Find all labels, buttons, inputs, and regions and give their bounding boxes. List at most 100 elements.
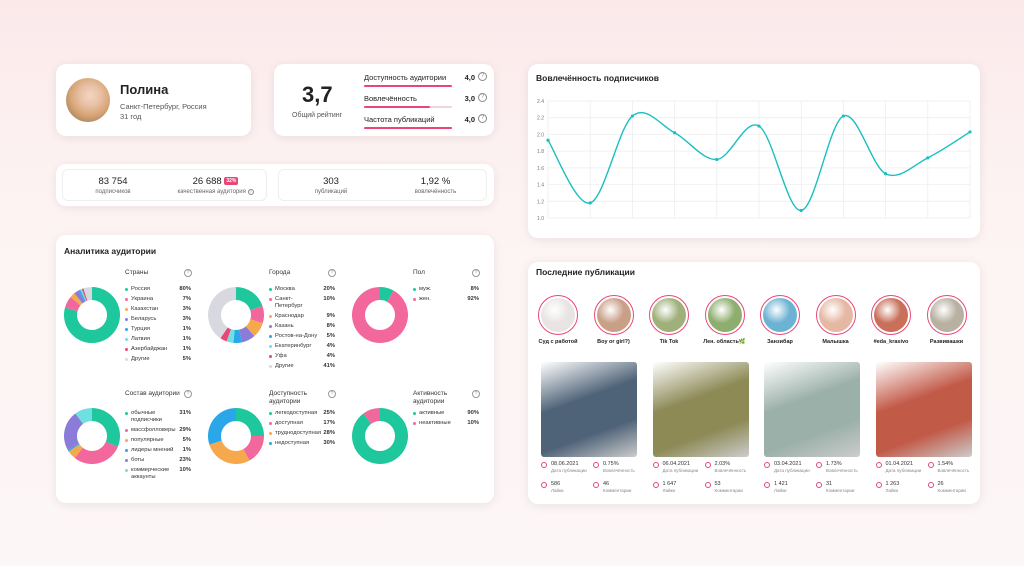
donut-slice[interactable] [92,408,121,447]
story-highlight[interactable]: Занзибар [756,295,804,345]
data-point[interactable] [968,130,972,134]
donut-slice[interactable] [74,290,85,304]
story-ring [815,295,856,335]
story-label: #eda_krasivo [873,339,909,345]
legend-dot-icon [269,298,272,301]
data-point[interactable] [673,131,677,135]
help-icon[interactable]: ? [478,114,487,123]
donut-slice[interactable] [64,296,81,312]
data-point[interactable] [926,156,930,160]
help-icon[interactable]: ? [184,269,192,277]
help-icon[interactable]: ? [247,189,254,195]
data-point[interactable] [841,114,845,118]
help-icon[interactable]: ? [328,390,336,398]
donut-slice[interactable] [352,408,408,464]
legend-dot-icon [125,412,128,415]
legend-item: Санкт-Петербург 10% [269,296,335,313]
story-highlight[interactable]: Развивашки [923,295,971,345]
help-icon[interactable]: ? [328,269,336,277]
donut-slice[interactable] [380,287,394,302]
donut-slice[interactable] [243,436,264,461]
post-image[interactable] [541,362,637,457]
heart-icon [764,482,770,488]
data-point[interactable] [546,138,550,142]
legend-percent: 25% [323,410,335,416]
donut-slice[interactable] [250,306,264,324]
avatar[interactable] [66,78,110,122]
story-highlight[interactable]: Boy or girl?) [590,295,638,345]
legend-percent: 3% [182,306,191,312]
donut-slice[interactable] [81,288,88,302]
donut-slice[interactable] [67,443,80,452]
donut-slice[interactable] [236,287,263,311]
audience-block: Состав аудитории? обычные подписчики 31% ма… [62,390,202,505]
rating-bar [364,85,452,87]
help-icon[interactable]: ? [478,93,487,102]
donut-slice[interactable] [83,287,92,301]
donut-chart [208,287,264,343]
donut-slice[interactable] [208,287,236,339]
story-highlight[interactable]: #eda_krasivo [867,295,915,345]
donut-slice[interactable] [78,289,86,302]
publication-post[interactable]: 06.04.2021 Дата публикации 2.03% Вовлечённо… [652,362,749,497]
stats-group: 83 754 подписчиков 26 688 32% качественн… [62,169,267,201]
donut-slice[interactable] [209,440,250,464]
post-image[interactable] [875,362,972,457]
donut-slice[interactable] [68,444,83,459]
donut-slice[interactable] [236,408,264,436]
story-highlight[interactable]: Суд с работой [534,295,582,345]
legend-item: активные 90% [413,410,479,420]
story-label: Tik Tok [659,339,679,345]
story-highlight[interactable]: Малышка [812,295,860,345]
legend-percent: 41% [323,363,335,369]
donut-slice[interactable] [226,329,235,343]
publication-post[interactable]: 03.04.2021 Дата публикации 1.73% Вовлечённо… [764,362,860,497]
story-highlight[interactable]: Лен. область🌿 [701,295,749,345]
donut-slice[interactable] [363,408,380,424]
legend-percent: 20% [323,286,335,292]
donut-slice[interactable] [352,287,408,343]
story-image [874,298,908,332]
legend-label: лидеры мнений [131,447,174,453]
help-icon[interactable]: ? [478,72,487,81]
audience-block: Пол? муж. 8% жен. 92% [350,269,490,384]
donut-slice[interactable] [208,408,236,445]
data-point[interactable] [799,208,803,213]
data-point[interactable] [715,157,719,162]
publication-post[interactable]: 08.06.2021 Дата публикации 0.75% Вовлечённо… [541,362,637,497]
legend-dot-icon [413,412,416,415]
donut-slice[interactable] [245,319,263,337]
donut-slice[interactable] [233,329,243,343]
data-point[interactable] [757,124,761,128]
legend-label: недоступная [275,440,310,446]
y-tick-label: 1.8 [537,149,544,155]
donut-slice[interactable] [64,413,84,450]
stats-group: 303 публикаций 1,92 % вовлечённость [278,169,487,201]
data-point[interactable] [588,201,592,205]
help-icon[interactable]: ? [184,390,192,398]
data-point[interactable] [630,114,634,118]
post-likes: 1 421 Лайки [774,481,788,493]
legend-item: неактивные 10% [413,420,479,430]
legend-percent: 5% [326,333,335,339]
legend-percent: 1% [182,346,191,352]
donut-slice[interactable] [239,326,255,343]
donut-slice[interactable] [63,287,120,343]
help-icon[interactable]: ? [472,269,480,277]
donut-slice[interactable] [80,288,87,302]
legend-dot-icon [269,345,272,348]
donut-slice[interactable] [220,327,231,342]
engagement-icon [816,462,822,468]
help-icon[interactable]: ? [472,390,480,398]
legend-percent: 10% [323,296,335,302]
donut-slice[interactable] [75,408,92,424]
publication-post[interactable]: 01.04.2021 Дата публикации 1.54% Вовлечённо… [875,362,972,497]
post-image[interactable] [652,362,749,457]
story-highlight[interactable]: Tik Tok [645,295,693,345]
post-image[interactable] [764,362,860,457]
donut-slice[interactable] [70,293,83,306]
data-point[interactable] [884,172,888,176]
legend-dot-icon [269,325,272,328]
publications-card: Последние публикации Суд с работой Boy or… [528,262,980,504]
donut-slice[interactable] [74,441,118,464]
